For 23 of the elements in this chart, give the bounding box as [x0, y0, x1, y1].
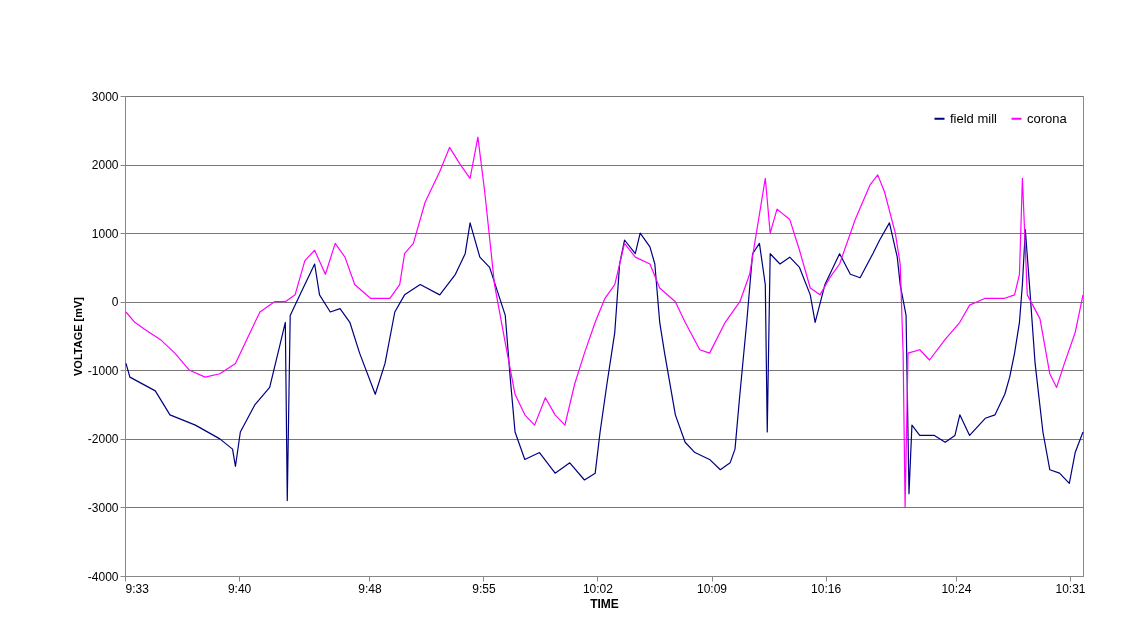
x-tick-label: 9:33	[125, 581, 150, 596]
legend-label: field mill	[950, 110, 998, 126]
y-tick-label: 2000	[91, 158, 119, 173]
legend-label: corona	[1027, 110, 1068, 126]
x-tick-label: 9:55	[472, 581, 496, 596]
x-tick-label: 9:40	[227, 581, 252, 596]
y-tick-label: -4000	[87, 569, 119, 584]
y-tick-label: -2000	[87, 432, 119, 447]
y-tick-label: -3000	[87, 500, 119, 515]
x-tick-label: 10:02	[582, 581, 614, 596]
y-axis-title: VOLTAGE [mV]	[71, 296, 84, 377]
x-tick-label: 10:31	[1055, 581, 1086, 596]
y-tick-label: -1000	[87, 363, 119, 378]
x-tick-label: 10:09	[697, 581, 728, 596]
line-series	[125, 136, 1084, 509]
y-tick-label: 3000	[91, 89, 119, 104]
x-axis-title: TIME	[590, 596, 619, 611]
x-tick-label: 9:48	[358, 581, 382, 596]
line-series	[125, 222, 1084, 502]
y-tick-label: 1000	[91, 226, 119, 241]
x-tick-label: 10:16	[811, 581, 842, 596]
x-tick-label: 10:24	[941, 581, 972, 596]
y-tick-label: 0	[111, 295, 119, 310]
